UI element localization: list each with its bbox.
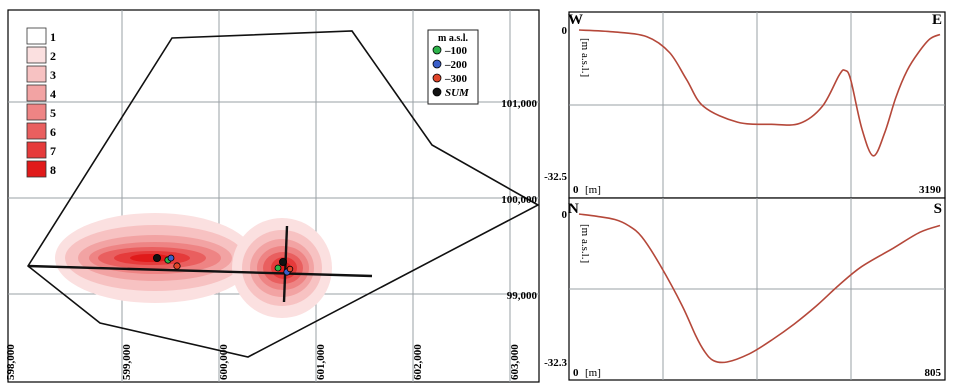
legend-class-label: 3 [50, 68, 56, 82]
point-sum [278, 257, 287, 266]
y-tick-label: 0 [562, 25, 568, 37]
northing-label: 100,000 [501, 194, 537, 206]
easting-label: 598,000 [5, 344, 17, 380]
easting-label: 602,000 [412, 344, 424, 380]
x-axis-label: [m] [585, 367, 601, 379]
legend-class-label: 4 [50, 87, 56, 101]
profile-we-grid [569, 12, 945, 198]
corner-label-w: W [568, 12, 583, 28]
legend-symbol-0 [432, 45, 442, 55]
legend-swatch-4 [26, 84, 47, 102]
legend-class-label: 6 [50, 125, 56, 139]
legend-symbol-label: –200 [444, 59, 468, 71]
series-line-we [578, 29, 941, 157]
easting-label: 603,000 [509, 344, 521, 380]
legend-swatch-1 [26, 27, 47, 45]
density-contour-8 [130, 254, 170, 262]
symbol-legend: m a.s.l. –100 –200 –300 SUM [427, 29, 479, 105]
point-sum [152, 253, 161, 262]
legend-symbol-2 [432, 73, 442, 83]
point-minus300 [286, 265, 294, 273]
x-tick-label: 3190 [919, 184, 942, 196]
legend-class-label: 7 [50, 144, 56, 158]
series-line-ns [578, 213, 941, 364]
point-minus100 [274, 264, 282, 272]
easting-label: 600,000 [218, 344, 230, 380]
easting-label: 601,000 [315, 344, 327, 380]
legend-swatch-6 [26, 122, 47, 140]
northing-label: 99,000 [507, 290, 538, 302]
x-tick-label: 0 [573, 184, 579, 196]
y-tick-label: -32.5 [544, 171, 567, 183]
legend-symbol-label: –300 [444, 73, 468, 85]
legend-symbol-1 [432, 59, 442, 69]
legend-swatch-3 [26, 65, 47, 83]
northing-label: 101,000 [501, 98, 537, 110]
legend-swatch-5 [26, 103, 47, 121]
y-axis-label: [m a.s.l.] [579, 38, 591, 77]
y-tick-label: -32.3 [544, 357, 567, 369]
easting-label: 599,000 [121, 344, 133, 380]
profile-line-we [27, 264, 373, 278]
corner-label-e: E [932, 12, 942, 28]
y-axis-label: [m a.s.l.] [579, 224, 591, 263]
class-legend: 1 2 3 4 5 6 7 8 [26, 27, 56, 178]
symbol-legend-title: m a.s.l. [438, 33, 469, 44]
point-minus300 [173, 262, 181, 270]
legend-class-label: 2 [50, 49, 56, 63]
legend-swatch-2 [26, 46, 47, 64]
legend-class-label: 5 [50, 106, 56, 120]
legend-symbol-label: –100 [444, 45, 468, 57]
legend-swatch-8 [26, 160, 47, 178]
legend-class-label: 1 [50, 30, 56, 44]
point-minus200 [167, 254, 175, 262]
legend-class-label: 8 [50, 163, 56, 177]
corner-label-n: N [568, 201, 579, 217]
x-tick-label: 805 [925, 367, 942, 379]
study-area-outline [26, 30, 540, 358]
legend-swatch-7 [26, 141, 47, 159]
y-tick-label: 0 [562, 209, 568, 221]
x-tick-label: 0 [573, 367, 579, 379]
profile-we-panel: W E 0 -32.5 [m a.s.l.] 0 [m] 3190 [544, 11, 946, 199]
map-panel: 1 2 3 4 5 6 7 8 m a.s.l. –100 –200 –300 SUM 101,00… [5, 9, 540, 383]
corner-label-s: S [934, 201, 942, 217]
profile-ns-panel: N S 0 -32.3 [m a.s.l.] 0 [m] 805 [544, 197, 946, 381]
density-cluster-east [232, 218, 332, 318]
legend-symbol-label: SUM [445, 87, 470, 99]
legend-symbol-3 [432, 87, 442, 97]
x-axis-label: [m] [585, 184, 601, 196]
